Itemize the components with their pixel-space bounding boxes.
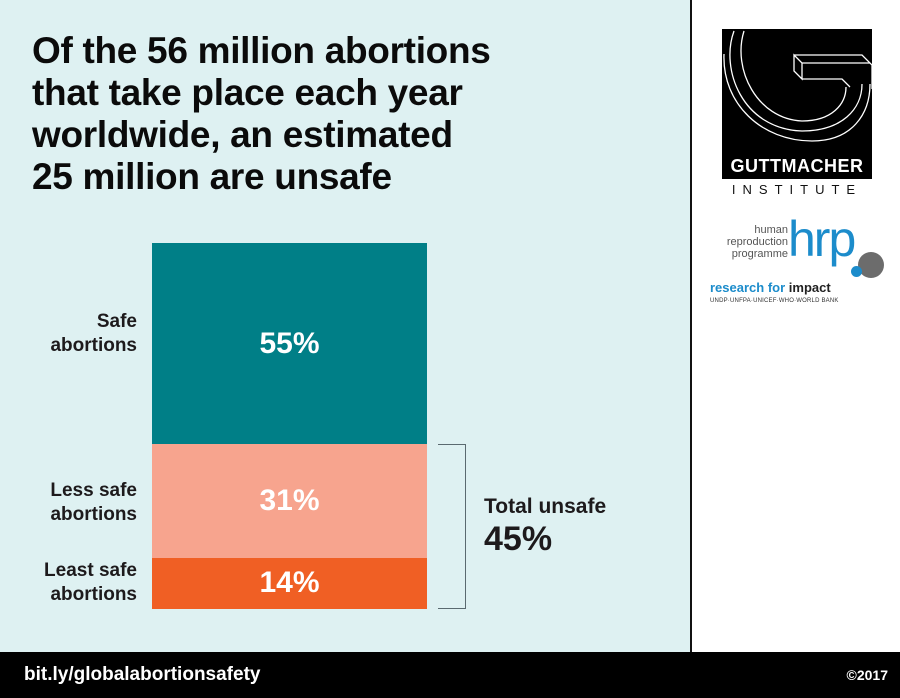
category-label-less-safe: Less safe abortions: [50, 480, 137, 526]
unsafe-bracket: [438, 444, 466, 609]
stacked-bar: 55% 31% 14%: [152, 243, 427, 609]
hrp-small-text: human reproduction programme: [726, 224, 788, 260]
guttmacher-logo: GUTTMACHER: [722, 29, 873, 179]
data-label: 31%: [259, 484, 320, 518]
hrp-wordmark: hrp: [788, 211, 856, 267]
chart-title: Of the 56 million abortions that take pl…: [32, 30, 652, 198]
bar-segment-least-safe: 14%: [152, 557, 427, 609]
title-line: worldwide, an estimated: [32, 114, 453, 155]
title-line: that take place each year: [32, 72, 463, 113]
total-unsafe-value: 45%: [484, 520, 553, 558]
panel-divider: [690, 0, 692, 652]
total-unsafe-label: Total unsafe: [484, 495, 607, 518]
data-label: 55%: [259, 326, 320, 360]
hrp-blue-dot-icon: [851, 266, 862, 277]
hrp-partners: UNDP·UNFPA·UNICEF·WHO·WORLD BANK: [710, 298, 839, 304]
category-label-least-safe: Least safe abortions: [44, 560, 137, 606]
copyright: ©2017: [846, 667, 888, 683]
category-label-safe: Safe abortions: [50, 310, 137, 356]
hrp-logo: human reproduction programme hrp researc…: [708, 211, 888, 312]
title-line: Of the 56 million abortions: [32, 30, 491, 71]
guttmacher-g-icon: [723, 30, 873, 142]
footer-link[interactable]: bit.ly/globalabortionsafety: [24, 664, 261, 685]
guttmacher-name: GUTTMACHER: [730, 156, 864, 176]
bar-segment-less-safe: 31%: [152, 444, 427, 558]
hrp-tagline: research for impact: [710, 280, 831, 295]
footer-bar: bit.ly/globalabortionsafety ©2017: [0, 652, 900, 698]
total-unsafe-annotation: Total unsafe 45%: [484, 494, 606, 558]
data-label: 14%: [259, 566, 320, 600]
bar-segment-safe: 55%: [152, 243, 427, 445]
hrp-grey-dot-icon: [858, 252, 884, 278]
guttmacher-institute-text: INSTITUTE: [731, 182, 863, 197]
title-line: 25 million are unsafe: [32, 156, 392, 197]
